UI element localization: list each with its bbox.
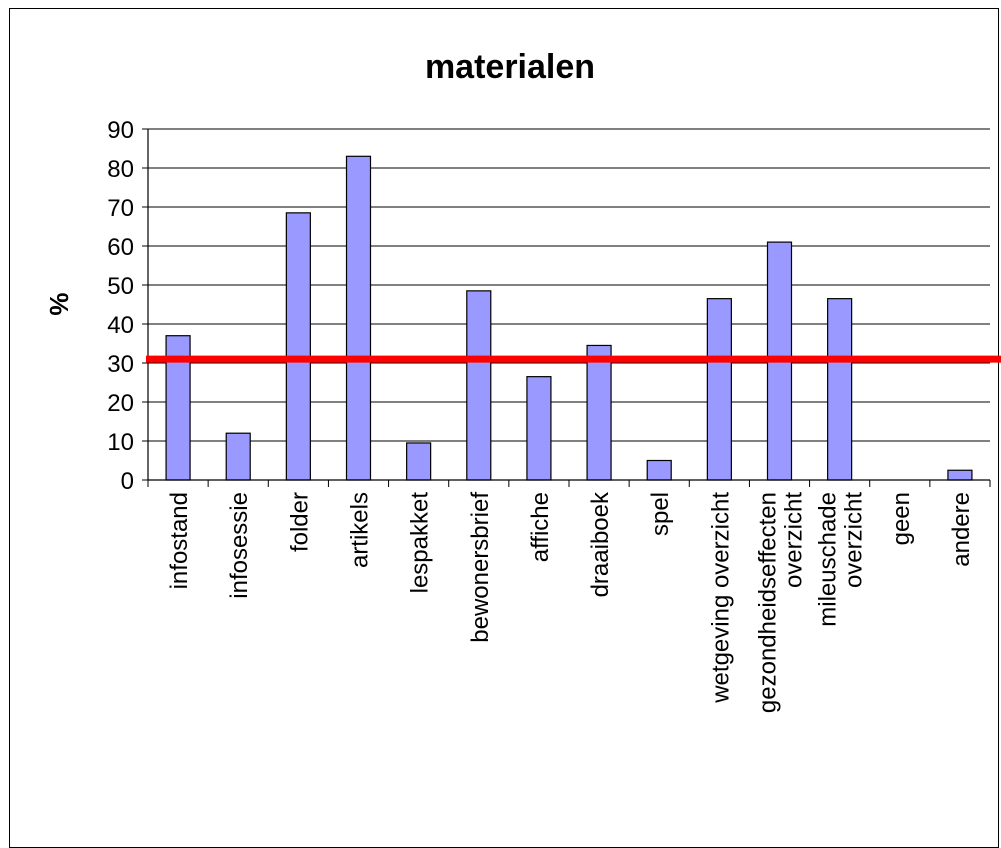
x-category-label: mileuschadeoverzicht (815, 492, 868, 627)
bar (406, 442, 432, 481)
x-category-label: spel (647, 492, 674, 536)
gridlines (148, 128, 990, 442)
bar (285, 212, 311, 481)
x-category-label: folder (286, 492, 313, 552)
y-tick-label: 80 (107, 156, 134, 183)
x-category-label: geen (888, 492, 915, 545)
x-category-label: infosessie (226, 492, 253, 599)
bar (827, 298, 853, 481)
x-category-label: artikels (347, 492, 374, 568)
bar (466, 290, 492, 481)
x-category-label: gezondheidseffectenoverzicht (755, 492, 808, 713)
bar (526, 376, 552, 481)
y-axis-label: % (44, 292, 74, 315)
bar (345, 155, 372, 481)
y-tick-label: 0 (121, 468, 134, 495)
y-tick-label: 10 (107, 429, 134, 456)
x-category-label: affiche (527, 492, 554, 562)
x-category-label: bewonersbrief (467, 492, 494, 643)
y-tick-label: 20 (107, 390, 134, 417)
y-tick-label: 70 (107, 195, 134, 222)
axes (142, 128, 991, 487)
x-category-label: andere (948, 492, 975, 567)
y-tick-label: 60 (107, 234, 134, 261)
bar (586, 344, 612, 481)
x-category-label: wetgeving overzicht (707, 492, 734, 704)
bar (706, 298, 732, 481)
x-category-label: draaiboek (587, 491, 614, 597)
y-tick-label: 40 (107, 312, 134, 339)
y-tick-label: 30 (107, 351, 134, 378)
y-tick-label: 90 (107, 117, 134, 144)
bar-chart: materialen % 0 10 20 30 40 50 60 70 80 90 infosta… (44, 48, 1001, 713)
chart-title: materialen (425, 48, 595, 86)
bars (165, 155, 973, 481)
bar (646, 459, 672, 481)
x-category-label: lespakket (407, 492, 434, 594)
y-tick-label: 50 (107, 273, 134, 300)
x-category-labels: infostand infosessie folder artikels lespakk… (166, 491, 975, 713)
y-tick-labels: 0 10 20 30 40 50 60 70 80 90 (107, 117, 134, 495)
bar (225, 432, 251, 481)
x-category-label: infostand (166, 492, 193, 589)
bar (947, 469, 973, 481)
